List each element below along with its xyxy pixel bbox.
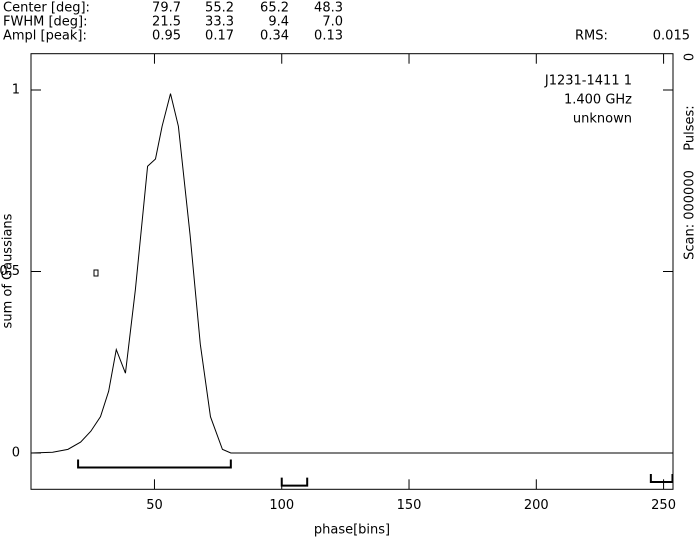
header-value: 0.34 <box>260 29 289 44</box>
header-value: 7.0 <box>322 15 343 30</box>
header-label: Ampl [peak]: <box>3 29 87 44</box>
y-tick-label: 0.5 <box>0 264 20 279</box>
y-tick-label: 1 <box>12 83 20 98</box>
header-value: 33.3 <box>205 15 234 30</box>
source-label: 1.400 GHz <box>564 93 632 108</box>
marker <box>93 269 99 277</box>
window-bracket <box>280 477 309 487</box>
scan-label: Scan: 000000 <box>683 170 697 260</box>
x-axis-label: phase[bins] <box>314 523 390 538</box>
header-value: 79.7 <box>152 1 181 16</box>
pulses-label: Pulses: <box>683 105 697 150</box>
y-tick-label: 0 <box>12 446 20 461</box>
x-tick-label: 50 <box>146 498 163 513</box>
source-label: unknown <box>573 112 632 127</box>
header-value: 0.95 <box>152 29 181 44</box>
header-value: 65.2 <box>260 1 289 16</box>
rms-label: RMS: <box>575 29 608 44</box>
header-value: 9.4 <box>268 15 289 30</box>
header-value: 55.2 <box>205 1 234 16</box>
header-label: Center [deg]: <box>3 1 90 16</box>
x-tick-label: 100 <box>269 498 294 513</box>
header-label: FWHM [deg]: <box>3 15 87 30</box>
window-bracket <box>649 474 674 484</box>
profile-line <box>30 93 673 454</box>
rms-value: 0.015 <box>653 29 690 44</box>
header-value: 48.3 <box>314 1 343 16</box>
x-tick-label: 150 <box>397 498 422 513</box>
x-tick-label: 200 <box>524 498 549 513</box>
header-value: 0.13 <box>314 29 343 44</box>
header-value: 0.17 <box>205 29 234 44</box>
header-value: 21.5 <box>152 15 181 30</box>
y-axis-label: sum of Gaussians <box>1 213 16 328</box>
window-bracket <box>77 459 232 469</box>
x-tick-label: 250 <box>651 498 676 513</box>
pulses-value: 0 <box>683 53 697 61</box>
source-label: J1231-1411 1 <box>544 74 632 89</box>
